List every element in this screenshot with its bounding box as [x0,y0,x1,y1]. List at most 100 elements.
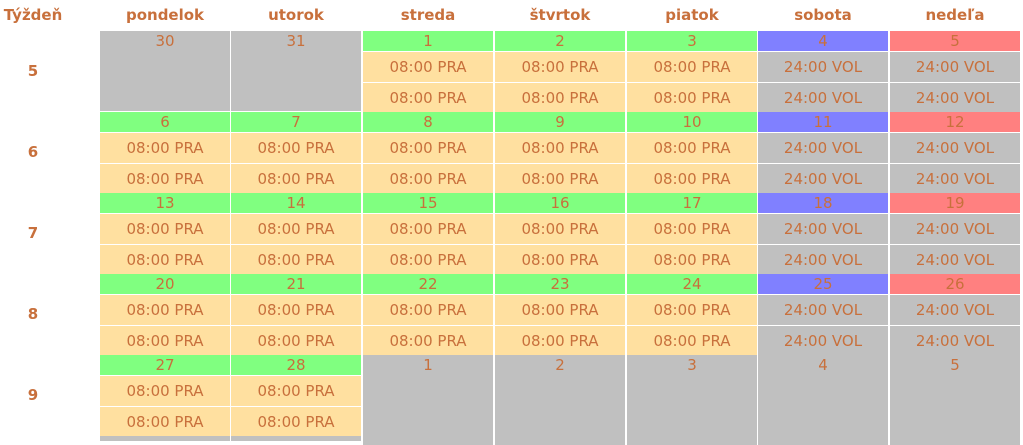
work-shift-cell[interactable]: 08:00 PRA [231,326,361,356]
work-shift-cell[interactable]: 08:00 PRA [495,52,625,82]
off-shift-cell[interactable]: 24:00 VOL [758,245,888,275]
day-number-weekday[interactable]: 1 [363,31,493,51]
work-shift-cell[interactable]: 08:00 PRA [100,164,230,194]
work-shift-cell[interactable]: 08:00 PRA [627,83,757,113]
day-cell-out-of-month[interactable]: 30 [100,31,230,111]
day-number-weekday[interactable]: 7 [231,112,361,132]
work-shift-cell[interactable]: 08:00 PRA [495,295,625,325]
off-shift-cell[interactable]: 24:00 VOL [758,83,888,113]
day-number-weekday[interactable]: 17 [627,193,757,213]
day-number: 1 [423,356,433,374]
work-shift-cell[interactable]: 08:00 PRA [495,214,625,244]
work-shift-cell[interactable]: 08:00 PRA [627,326,757,356]
work-shift-cell[interactable]: 08:00 PRA [231,164,361,194]
work-shift-cell[interactable]: 08:00 PRA [627,164,757,194]
off-shift-cell[interactable]: 24:00 VOL [890,52,1020,82]
day-cell-out-of-month[interactable]: 1 [363,355,493,445]
day-number-saturday[interactable]: 25 [758,274,888,294]
day-cell-out-of-month[interactable]: 2 [495,355,625,445]
work-shift-cell[interactable]: 08:00 PRA [363,326,493,356]
day-number-weekday[interactable]: 9 [495,112,625,132]
day-number-weekday[interactable]: 6 [100,112,230,132]
day-number-weekday[interactable]: 24 [627,274,757,294]
off-shift-cell[interactable]: 24:00 VOL [890,295,1020,325]
day-cell-out-of-month[interactable]: 5 [890,355,1020,445]
off-shift-cell[interactable]: 24:00 VOL [890,326,1020,356]
work-shift-cell[interactable]: 08:00 PRA [363,83,493,113]
day-number-weekday[interactable]: 2 [495,31,625,51]
work-shift-cell[interactable]: 08:00 PRA [231,214,361,244]
off-shift-cell[interactable]: 24:00 VOL [758,295,888,325]
off-shift-cell[interactable]: 24:00 VOL [890,133,1020,163]
work-shift-cell[interactable]: 08:00 PRA [627,133,757,163]
work-shift-cell[interactable]: 08:00 PRA [100,326,230,356]
day-number-weekday[interactable]: 15 [363,193,493,213]
work-shift-cell[interactable]: 08:00 PRA [231,295,361,325]
day-number: 2 [555,356,565,374]
off-shift-cell[interactable]: 24:00 VOL [890,164,1020,194]
day-number-weekday[interactable]: 23 [495,274,625,294]
day-number-weekday[interactable]: 14 [231,193,361,213]
work-shift-cell[interactable]: 08:00 PRA [363,164,493,194]
off-shift-cell[interactable]: 24:00 VOL [890,214,1020,244]
day-cell-out-of-month[interactable]: 31 [231,31,361,111]
day-number-weekday[interactable]: 13 [100,193,230,213]
work-shift-cell[interactable]: 08:00 PRA [363,133,493,163]
work-shift-cell[interactable]: 08:00 PRA [627,214,757,244]
day-number-weekday[interactable]: 3 [627,31,757,51]
work-shift-cell[interactable]: 08:00 PRA [495,326,625,356]
day-number-sunday[interactable]: 5 [890,31,1020,51]
day-number-weekday[interactable]: 8 [363,112,493,132]
work-shift-cell[interactable]: 08:00 PRA [363,52,493,82]
off-shift-cell[interactable]: 24:00 VOL [758,326,888,356]
work-shift-cell[interactable]: 08:00 PRA [231,376,361,406]
day-number-sunday[interactable]: 19 [890,193,1020,213]
work-shift-cell[interactable]: 08:00 PRA [363,245,493,275]
day-header-6: nedeľa [925,6,985,24]
day-number-saturday[interactable]: 11 [758,112,888,132]
work-shift-cell[interactable]: 08:00 PRA [100,214,230,244]
work-shift-cell[interactable]: 08:00 PRA [231,407,361,437]
day-number-weekday[interactable]: 27 [100,355,230,375]
day-cell-out-of-month[interactable]: 3 [627,355,757,445]
day-number-sunday[interactable]: 26 [890,274,1020,294]
work-shift-cell[interactable]: 08:00 PRA [495,133,625,163]
work-shift-cell[interactable]: 08:00 PRA [100,245,230,275]
week-number: 5 [27,62,39,80]
day-number-weekday[interactable]: 16 [495,193,625,213]
day-number-weekday[interactable]: 22 [363,274,493,294]
off-shift-cell[interactable]: 24:00 VOL [890,245,1020,275]
day-header-0: pondelok [125,6,205,24]
work-shift-cell[interactable]: 08:00 PRA [231,245,361,275]
work-shift-cell[interactable]: 08:00 PRA [100,376,230,406]
week-number: 7 [27,224,39,242]
work-shift-cell[interactable]: 08:00 PRA [627,52,757,82]
day-number-weekday[interactable]: 21 [231,274,361,294]
day-number-weekday[interactable]: 10 [627,112,757,132]
off-shift-cell[interactable]: 24:00 VOL [758,214,888,244]
off-shift-cell[interactable]: 24:00 VOL [758,164,888,194]
day-number-weekday[interactable]: 20 [100,274,230,294]
off-shift-cell[interactable]: 24:00 VOL [890,83,1020,113]
work-shift-cell[interactable]: 08:00 PRA [100,407,230,437]
work-shift-cell[interactable]: 08:00 PRA [100,295,230,325]
work-shift-cell[interactable]: 08:00 PRA [495,245,625,275]
day-number-saturday[interactable]: 4 [758,31,888,51]
work-shift-cell[interactable]: 08:00 PRA [627,295,757,325]
day-number-weekday[interactable]: 28 [231,355,361,375]
day-number-saturday[interactable]: 18 [758,193,888,213]
off-shift-cell[interactable]: 24:00 VOL [758,52,888,82]
off-shift-cell[interactable]: 24:00 VOL [758,133,888,163]
day-number: 30 [155,32,175,50]
day-number-sunday[interactable]: 12 [890,112,1020,132]
work-shift-cell[interactable]: 08:00 PRA [363,214,493,244]
day-header-5: sobota [794,6,852,24]
work-shift-cell[interactable]: 08:00 PRA [231,133,361,163]
work-shift-cell[interactable]: 08:00 PRA [495,164,625,194]
work-shift-cell[interactable]: 08:00 PRA [627,245,757,275]
day-cell-out-of-month[interactable]: 4 [758,355,888,445]
work-shift-cell[interactable]: 08:00 PRA [363,295,493,325]
work-shift-cell[interactable]: 08:00 PRA [495,83,625,113]
work-shift-cell[interactable]: 08:00 PRA [100,133,230,163]
day-header-2: streda [400,6,456,24]
